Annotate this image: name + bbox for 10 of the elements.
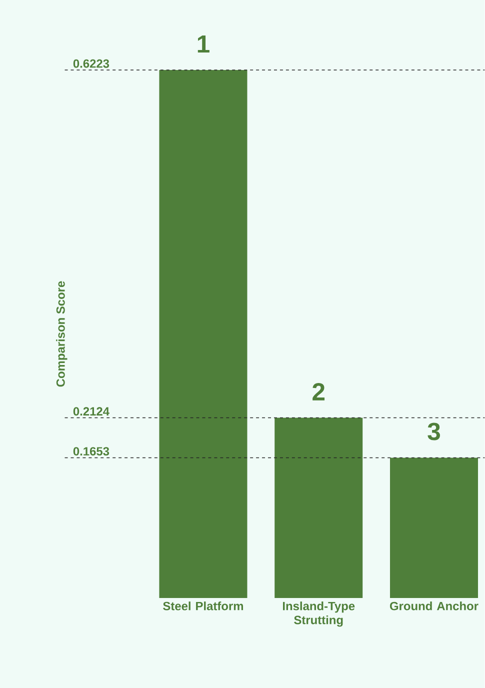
annotation: 3 bbox=[428, 422, 440, 440]
y-tick-label: 0.6223 bbox=[74, 59, 110, 68]
y-axis-title: Comparison Score bbox=[56, 281, 68, 387]
x-tick-label: Insland-Type Strutting bbox=[283, 602, 355, 627]
y-tick-label: 0.2124 bbox=[74, 407, 110, 416]
annotation: 1 bbox=[198, 35, 210, 53]
x-tick-label: Ground Anchor bbox=[390, 602, 478, 610]
annotation: 2 bbox=[312, 383, 325, 400]
x-tick-label: Steel Platform bbox=[163, 602, 244, 610]
y-tick-label: 0.1653 bbox=[74, 447, 110, 456]
